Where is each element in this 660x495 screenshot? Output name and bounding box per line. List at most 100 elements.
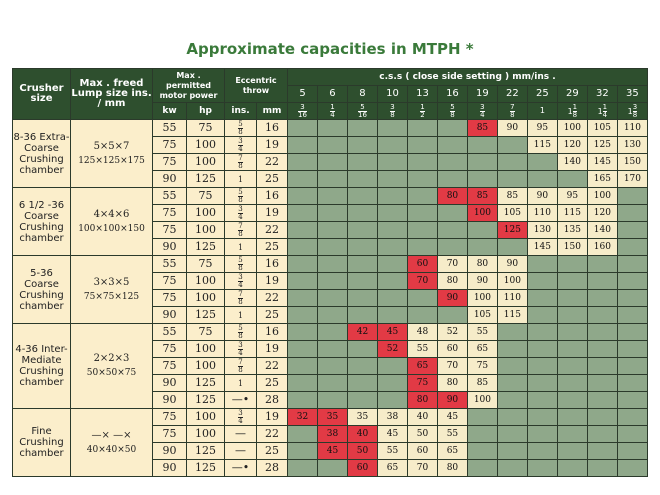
empty-cell	[466, 170, 498, 188]
capacity-cell-highlight: 50	[346, 442, 378, 460]
capacity-cell-highlight: 40	[346, 425, 378, 443]
empty-cell	[287, 204, 318, 222]
empty-cell	[526, 255, 558, 273]
empty-cell	[346, 289, 378, 307]
empty-cell	[406, 136, 438, 154]
eccentric-mm: 28	[256, 459, 289, 477]
fraction-numerator: 5	[450, 102, 455, 112]
throw-text: —•	[231, 461, 250, 474]
eccentric-ins: —•	[224, 391, 258, 409]
css-mm-9: 29	[556, 85, 588, 103]
table-row: 90 125 1 25 75 80 85	[13, 374, 649, 392]
capacity-cell: 160	[586, 238, 618, 256]
empty-cell	[556, 408, 588, 426]
header-ins: ins.	[224, 102, 258, 120]
capacity-cell: 95	[556, 187, 588, 205]
empty-cell	[586, 425, 618, 443]
empty-cell	[556, 289, 588, 307]
capacity-cell: 140	[586, 221, 618, 239]
motor-hp: 125	[185, 459, 226, 477]
capacity-cell-highlight: 60	[406, 255, 438, 273]
empty-cell	[586, 357, 618, 375]
feed-size: 2×2×3 50×50×75	[70, 323, 153, 409]
capacity-cell-highlight: 32	[287, 408, 318, 426]
fraction-denominator: 8	[238, 195, 243, 204]
capacity-cell-highlight: 45	[376, 323, 408, 341]
eccentric-mm: 16	[256, 187, 289, 205]
eccentric-ins: 1	[224, 374, 258, 392]
empty-cell	[376, 357, 408, 375]
empty-cell	[406, 204, 438, 222]
capacity-cell: 95	[526, 119, 558, 137]
throw-text: —	[235, 444, 247, 457]
eccentric-mm: 22	[256, 153, 289, 171]
capacity-cell-highlight: 80	[406, 391, 438, 409]
empty-cell	[346, 170, 378, 188]
empty-cell	[496, 153, 528, 171]
capacity-cell-highlight: 125	[496, 221, 528, 239]
fraction-numerator: 1	[330, 102, 335, 112]
capacity-cell: 110	[496, 289, 528, 307]
crusher-size-label: 6 1/2 -36 Coarse Crushing chamber	[12, 187, 71, 256]
table-row: 90 125 1 25 145 150 160	[13, 238, 649, 256]
capacity-cell-highlight: 90	[436, 289, 468, 307]
fraction-denominator: 8	[238, 365, 243, 374]
css-ins-8: 1	[526, 102, 558, 120]
fraction-denominator: 8	[238, 263, 243, 272]
empty-cell	[346, 272, 378, 290]
empty-cell	[466, 221, 498, 239]
motor-kw: 55	[152, 119, 187, 137]
fraction-denominator: 4	[238, 416, 243, 425]
eccentric-ins: —	[224, 425, 258, 443]
css-mm-0: 5	[287, 85, 318, 103]
fraction-whole: 1	[597, 107, 603, 116]
fraction-numerator: 3	[390, 102, 395, 112]
capacity-cell: 120	[556, 136, 588, 154]
fraction-denominator: 4	[238, 144, 243, 153]
motor-kw: 75	[152, 340, 187, 358]
empty-cell	[287, 153, 318, 171]
capacity-cell: 105	[466, 306, 498, 324]
fraction-denominator: 8	[238, 331, 243, 340]
empty-cell	[287, 374, 318, 392]
empty-cell	[586, 391, 618, 409]
eccentric-ins: 1	[224, 170, 258, 188]
empty-cell	[287, 442, 318, 460]
empty-cell	[556, 306, 588, 324]
table-row: 75 100 7 8 22 65 70 75	[13, 357, 649, 375]
empty-cell	[526, 272, 558, 290]
empty-cell	[616, 272, 649, 290]
eccentric-ins: —	[224, 442, 258, 460]
empty-cell	[616, 204, 649, 222]
fraction-denominator: 4	[480, 110, 485, 119]
feed-size-mm: 100×100×150	[78, 223, 145, 234]
empty-cell	[436, 153, 468, 171]
motor-kw: 90	[152, 459, 187, 477]
empty-cell	[496, 442, 528, 460]
motor-hp: 100	[185, 289, 226, 307]
empty-cell	[317, 204, 348, 222]
table-row: 4-36 Inter- Mediate Crushing chamber 2×2×…	[12, 323, 649, 409]
empty-cell	[346, 187, 378, 205]
empty-cell	[317, 272, 348, 290]
empty-cell	[616, 306, 649, 324]
empty-cell	[466, 136, 498, 154]
capacity-cell: 65	[376, 459, 408, 477]
motor-hp: 100	[185, 204, 226, 222]
fraction-denominator: 8	[450, 110, 455, 119]
empty-cell	[346, 221, 378, 239]
empty-cell	[466, 153, 498, 171]
capacity-cell: 70	[436, 357, 468, 375]
table-row: 6 1/2 -36 Coarse Crushing chamber 4×4×6 10…	[12, 187, 649, 256]
empty-cell	[376, 187, 408, 205]
motor-kw: 75	[152, 408, 187, 426]
capacity-cell: 90	[496, 255, 528, 273]
motor-hp: 75	[185, 119, 226, 137]
